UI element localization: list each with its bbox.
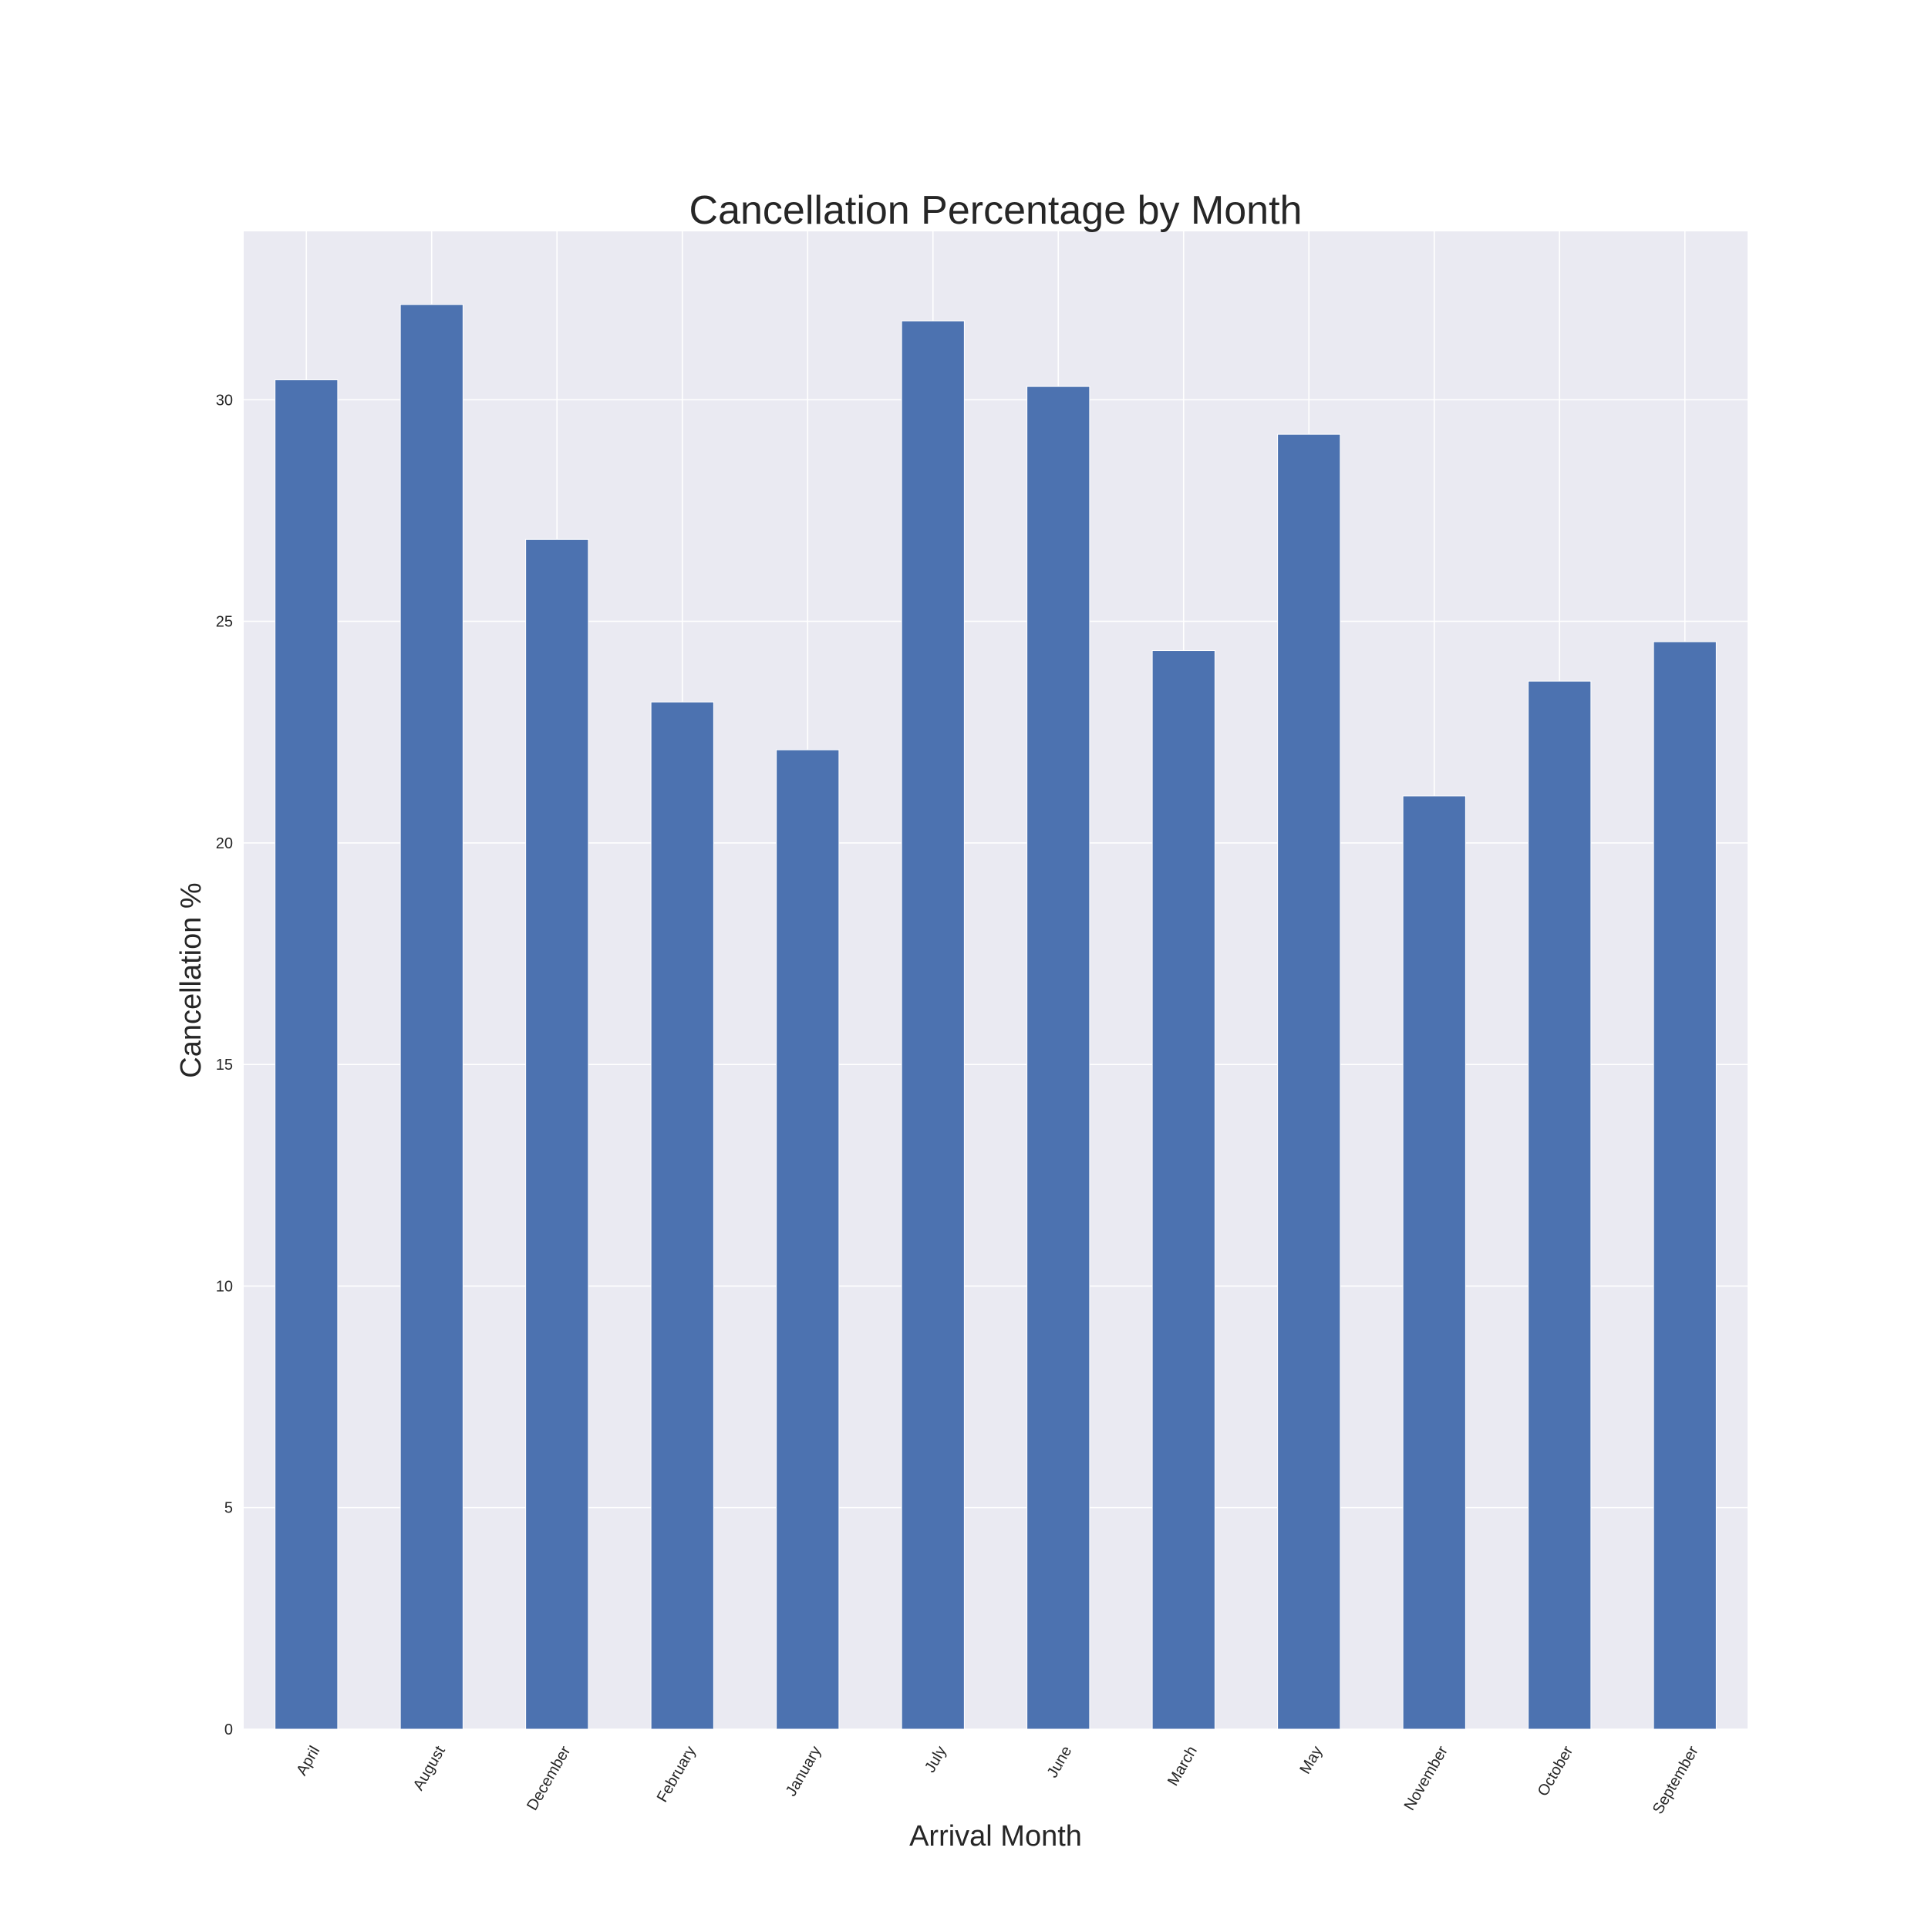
bar-december <box>525 538 589 1730</box>
x-tick-label: April <box>293 1743 323 1779</box>
bar-october <box>1528 680 1592 1730</box>
x-tick-label: September <box>1650 1743 1702 1817</box>
x-tick-label: December <box>524 1743 574 1813</box>
x-tick-label: July <box>922 1743 950 1775</box>
bar-november <box>1402 795 1466 1730</box>
x-tick-label: August <box>410 1743 449 1793</box>
bars <box>275 304 1717 1730</box>
y-axis-label: Cancellation % <box>175 882 207 1077</box>
y-tick-label: 15 <box>216 1057 233 1074</box>
x-axis-ticks: April August December February January July Ju… <box>293 1743 1702 1817</box>
bar-august <box>399 304 463 1730</box>
bar-september <box>1653 641 1717 1730</box>
y-tick-label: 25 <box>216 614 233 631</box>
bar-july <box>901 320 965 1730</box>
x-tick-label: May <box>1296 1743 1326 1777</box>
bar-june <box>1026 386 1090 1730</box>
bar-february <box>650 701 714 1730</box>
bar-march <box>1151 650 1215 1730</box>
x-tick-label: November <box>1401 1743 1451 1813</box>
y-tick-label: 30 <box>216 392 233 409</box>
bar-may <box>1277 433 1341 1730</box>
y-tick-label: 5 <box>224 1500 233 1517</box>
y-axis-ticks: 0 5 10 15 20 25 30 <box>216 392 233 1738</box>
x-tick-label: January <box>783 1743 825 1799</box>
y-tick-label: 0 <box>224 1721 233 1738</box>
x-tick-label: October <box>1535 1743 1577 1799</box>
x-axis-label: Arrival Month <box>909 1820 1082 1853</box>
x-tick-label: June <box>1044 1743 1076 1781</box>
bar-january <box>776 749 840 1730</box>
x-tick-label: February <box>654 1743 699 1805</box>
plot-area <box>244 231 1748 1729</box>
bar-april <box>275 379 339 1730</box>
x-tick-label: March <box>1165 1743 1201 1789</box>
y-tick-label: 10 <box>216 1278 233 1295</box>
chart-title: Cancellation Percentage by Month <box>689 188 1303 233</box>
y-tick-label: 20 <box>216 835 233 852</box>
